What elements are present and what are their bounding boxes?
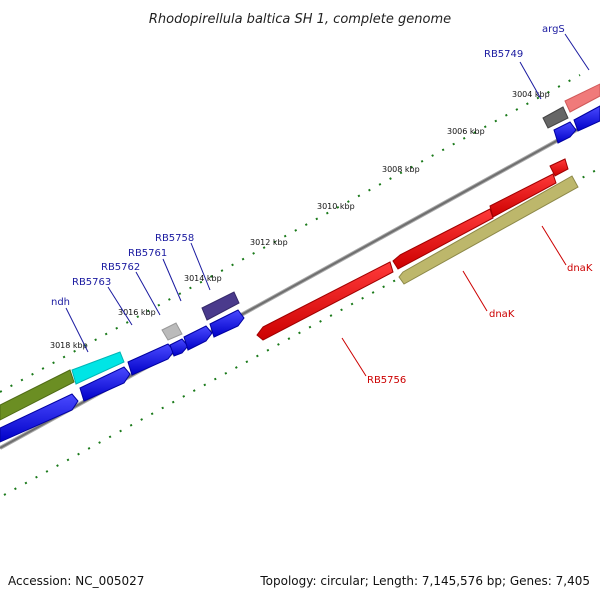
accession-text: Accession: NC_005027 xyxy=(8,574,145,588)
reverse-track xyxy=(256,158,579,341)
gene-arrow[interactable] xyxy=(564,83,600,113)
gene-label-rb5749: RB5749 xyxy=(484,49,523,60)
gene-label-rb5761: RB5761 xyxy=(128,248,167,259)
gene-arrow[interactable] xyxy=(0,393,79,443)
gene-arrow[interactable] xyxy=(201,291,240,321)
gene-arrow[interactable] xyxy=(549,158,569,177)
gene-arrow[interactable] xyxy=(489,173,557,218)
tick-label: 3018 kbp xyxy=(50,341,88,350)
gene-arrow[interactable] xyxy=(169,338,189,357)
map-title: Rhodopirellula baltica SH 1, complete ge… xyxy=(149,12,451,27)
gene-arrow[interactable] xyxy=(79,366,131,402)
gene-arrow[interactable] xyxy=(71,351,125,385)
gene-arrow[interactable] xyxy=(127,343,175,376)
gene-label-rb5762: RB5762 xyxy=(101,262,140,273)
gene-arrow[interactable] xyxy=(183,325,213,351)
gene-arrow[interactable] xyxy=(0,369,75,421)
tick-label: 3008 kbp xyxy=(382,165,420,174)
tick-label: 3010 kbp xyxy=(317,202,355,211)
gene-arrow[interactable] xyxy=(209,309,245,338)
gene-arrow[interactable] xyxy=(542,106,569,129)
gene-arrow[interactable] xyxy=(392,208,494,270)
gene-label-dnak: dnaK xyxy=(567,263,593,274)
gene-arrow[interactable] xyxy=(573,105,600,132)
gene-label-dnak: dnaK xyxy=(489,309,515,320)
genome-summary-text: Topology: circular; Length: 7,145,576 bp… xyxy=(260,574,590,588)
tick-label: 3006 kbp xyxy=(447,127,485,136)
gene-arrow[interactable] xyxy=(161,322,183,341)
gene-arrow[interactable] xyxy=(398,175,579,285)
gene-label-rb5763: RB5763 xyxy=(72,277,111,288)
gene-label-argS: argS xyxy=(542,24,565,35)
tick-label: 3014 kbp xyxy=(184,274,222,283)
label-leaders xyxy=(65,33,590,377)
gene-arrow[interactable] xyxy=(256,261,394,341)
tick-label: 3012 kbp xyxy=(250,238,288,247)
forward-track-inner xyxy=(0,105,600,443)
gene-label-ndh: ndh xyxy=(51,297,70,308)
tick-label: 3016 kbp xyxy=(118,308,156,317)
forward-track-outer xyxy=(0,83,600,421)
gene-label-rb5756: RB5756 xyxy=(367,375,406,386)
gene-arrow[interactable] xyxy=(553,121,577,144)
gene-label-rb5758: RB5758 xyxy=(155,233,194,244)
tick-label: 3004 kbp xyxy=(512,90,550,99)
